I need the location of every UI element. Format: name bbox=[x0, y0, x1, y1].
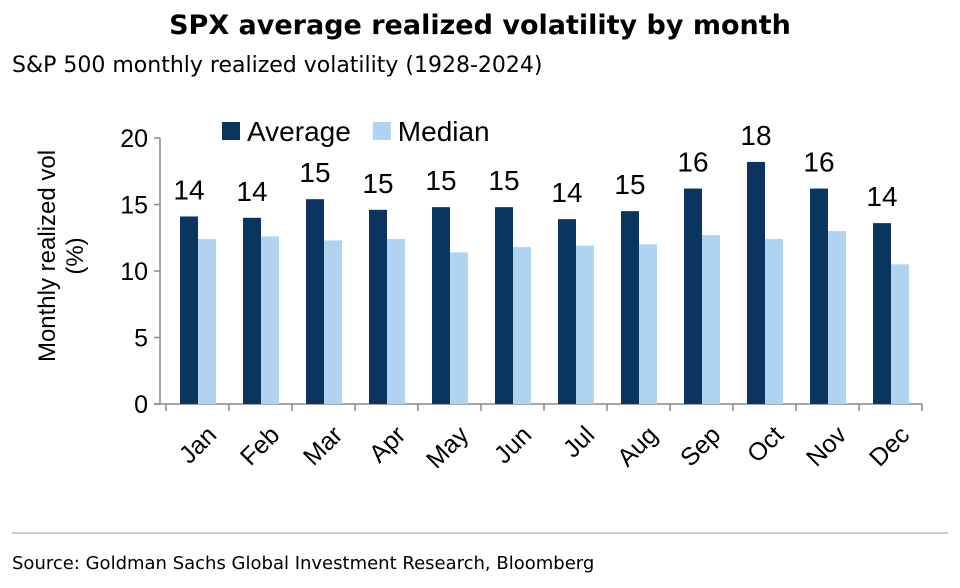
bar-median bbox=[765, 239, 783, 404]
x-tick-label: Nov bbox=[801, 421, 853, 473]
bar-median bbox=[261, 236, 279, 404]
y-tick-label: 20 bbox=[120, 125, 148, 153]
y-tick-label: 5 bbox=[134, 325, 148, 353]
y-axis-label: Monthly realized vol bbox=[34, 150, 61, 362]
x-tick-label: Oct bbox=[742, 421, 789, 468]
bar-average bbox=[243, 217, 261, 404]
y-tick-label: 10 bbox=[120, 258, 148, 286]
bar-median bbox=[639, 244, 657, 404]
bar-average bbox=[558, 219, 576, 404]
bar-average bbox=[306, 199, 324, 404]
bar-average bbox=[873, 223, 891, 404]
y-tick-label: 0 bbox=[134, 391, 148, 419]
bar-median bbox=[450, 252, 468, 404]
legend-swatch-average bbox=[222, 122, 240, 140]
legend-swatch-median bbox=[372, 122, 391, 140]
bar-median bbox=[702, 235, 720, 404]
bar-average bbox=[369, 209, 387, 404]
bar-average bbox=[432, 207, 450, 404]
chart-subtitle: S&P 500 monthly realized volatility (192… bbox=[12, 53, 543, 78]
x-tick-label: Apr bbox=[364, 421, 411, 468]
bar-median bbox=[324, 240, 342, 404]
legend-label-median: Median bbox=[398, 116, 490, 147]
bar-average bbox=[495, 207, 513, 404]
bar-median bbox=[513, 247, 531, 404]
x-tick-label: Sep bbox=[675, 421, 726, 472]
data-label: 18 bbox=[740, 120, 771, 151]
data-label: 15 bbox=[362, 168, 393, 199]
data-label: 14 bbox=[866, 181, 897, 212]
source-note: Source: Goldman Sachs Global Investment … bbox=[12, 553, 594, 574]
data-label: 16 bbox=[677, 147, 708, 178]
data-label: 14 bbox=[173, 174, 204, 205]
data-label: 15 bbox=[488, 165, 519, 196]
bar-average bbox=[621, 211, 639, 404]
bar-median bbox=[576, 245, 594, 404]
x-tick-label: May bbox=[421, 421, 475, 475]
x-tick-label: Dec bbox=[864, 421, 915, 472]
bar-average bbox=[684, 188, 702, 404]
data-label: 14 bbox=[236, 176, 267, 207]
legend: Average Median bbox=[222, 116, 490, 147]
bar-median bbox=[198, 239, 216, 404]
bar-average bbox=[810, 188, 828, 404]
data-label: 14 bbox=[551, 177, 582, 208]
bars: 14 14 15 15 15 15 14 15 16 18 16 14 bbox=[173, 120, 909, 404]
bar-median bbox=[828, 231, 846, 404]
bar-median bbox=[387, 239, 405, 404]
x-tick-label: Feb bbox=[235, 421, 285, 471]
data-label: 16 bbox=[803, 147, 834, 178]
x-tick-label: Aug bbox=[612, 421, 663, 472]
data-label: 15 bbox=[614, 169, 645, 200]
x-tick-label: Jun bbox=[489, 421, 537, 469]
bar-average bbox=[180, 216, 198, 404]
x-tick-label: Jul bbox=[558, 421, 600, 463]
data-label: 15 bbox=[425, 165, 456, 196]
bar-median bbox=[891, 264, 909, 404]
data-label: 15 bbox=[299, 157, 330, 188]
x-tick-label: Mar bbox=[298, 421, 348, 471]
bar-average bbox=[747, 161, 765, 404]
y-tick-label: 15 bbox=[120, 192, 148, 220]
y-axis-label-unit: (%) bbox=[62, 237, 89, 274]
chart-title: SPX average realized volatility by month bbox=[169, 10, 791, 41]
x-tick-label: Jan bbox=[174, 421, 222, 469]
legend-label-average: Average bbox=[247, 116, 351, 147]
